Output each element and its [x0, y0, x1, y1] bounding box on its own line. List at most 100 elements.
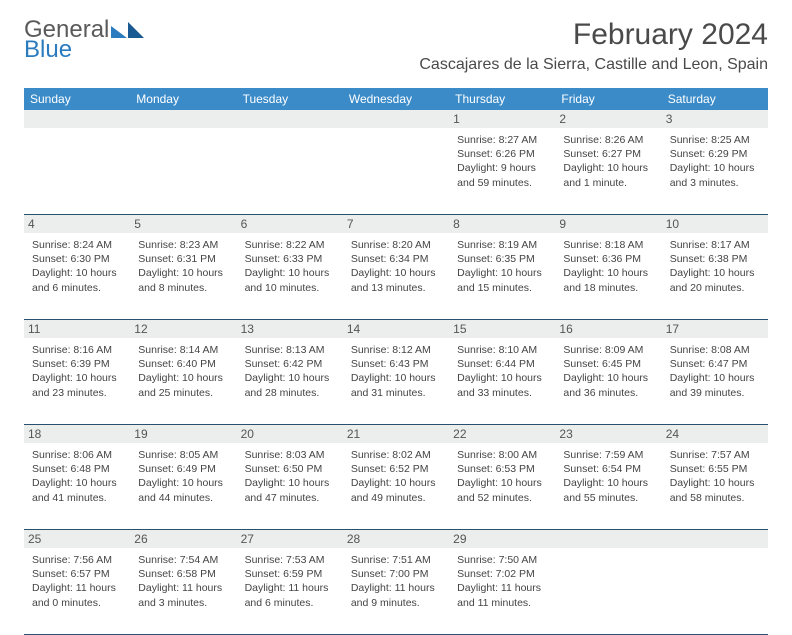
calendar-cell: Sunrise: 8:02 AMSunset: 6:52 PMDaylight:… — [343, 443, 449, 529]
daylight-text: Daylight: 10 hours and 52 minutes. — [457, 476, 547, 504]
calendar-cell: Sunrise: 7:57 AMSunset: 6:55 PMDaylight:… — [662, 443, 768, 529]
cell-details: Sunrise: 8:10 AMSunset: 6:44 PMDaylight:… — [453, 341, 551, 400]
sunset-text: Sunset: 6:45 PM — [563, 357, 653, 371]
sunset-text: Sunset: 6:50 PM — [245, 462, 335, 476]
calendar-cell: Sunrise: 7:51 AMSunset: 7:00 PMDaylight:… — [343, 548, 449, 634]
sunset-text: Sunset: 6:27 PM — [563, 147, 653, 161]
sunset-text: Sunset: 6:33 PM — [245, 252, 335, 266]
sunrise-text: Sunrise: 8:05 AM — [138, 448, 228, 462]
week-row: Sunrise: 7:56 AMSunset: 6:57 PMDaylight:… — [24, 548, 768, 635]
sunrise-text: Sunrise: 7:54 AM — [138, 553, 228, 567]
sunset-text: Sunset: 6:52 PM — [351, 462, 441, 476]
sunrise-text: Sunrise: 8:10 AM — [457, 343, 547, 357]
brand-logo: General Blue — [24, 18, 145, 62]
cell-details: Sunrise: 8:06 AMSunset: 6:48 PMDaylight:… — [28, 446, 126, 505]
sunset-text: Sunset: 6:39 PM — [32, 357, 122, 371]
daylight-text: Daylight: 10 hours and 25 minutes. — [138, 371, 228, 399]
day-number: 4 — [24, 215, 130, 233]
daylight-text: Daylight: 10 hours and 20 minutes. — [670, 266, 760, 294]
day-number: 6 — [237, 215, 343, 233]
calendar-cell: Sunrise: 8:06 AMSunset: 6:48 PMDaylight:… — [24, 443, 130, 529]
day-number: 26 — [130, 530, 236, 548]
sunrise-text: Sunrise: 8:22 AM — [245, 238, 335, 252]
brand-mark-icon — [111, 18, 145, 44]
day-number: 18 — [24, 425, 130, 443]
cell-details: Sunrise: 8:05 AMSunset: 6:49 PMDaylight:… — [134, 446, 232, 505]
day-number: 25 — [24, 530, 130, 548]
daylight-text: Daylight: 10 hours and 33 minutes. — [457, 371, 547, 399]
sunrise-text: Sunrise: 8:16 AM — [32, 343, 122, 357]
calendar-cell — [662, 548, 768, 634]
day-headers: Sunday Monday Tuesday Wednesday Thursday… — [24, 88, 768, 110]
calendar-cell: Sunrise: 8:00 AMSunset: 6:53 PMDaylight:… — [449, 443, 555, 529]
week-daynum-row: 18192021222324 — [24, 425, 768, 443]
daylight-text: Daylight: 11 hours and 11 minutes. — [457, 581, 547, 609]
day-header: Thursday — [449, 88, 555, 110]
cell-details: Sunrise: 8:03 AMSunset: 6:50 PMDaylight:… — [241, 446, 339, 505]
calendar-cell — [24, 128, 130, 214]
cell-details: Sunrise: 7:53 AMSunset: 6:59 PMDaylight:… — [241, 551, 339, 610]
sunset-text: Sunset: 7:00 PM — [351, 567, 441, 581]
sunset-text: Sunset: 6:43 PM — [351, 357, 441, 371]
sunrise-text: Sunrise: 7:57 AM — [670, 448, 760, 462]
day-number: 8 — [449, 215, 555, 233]
sunset-text: Sunset: 6:57 PM — [32, 567, 122, 581]
month-title: February 2024 — [419, 18, 768, 52]
sunset-text: Sunset: 6:31 PM — [138, 252, 228, 266]
day-number — [662, 530, 768, 548]
day-number — [130, 110, 236, 128]
sunrise-text: Sunrise: 8:25 AM — [670, 133, 760, 147]
daylight-text: Daylight: 10 hours and 23 minutes. — [32, 371, 122, 399]
sunset-text: Sunset: 6:26 PM — [457, 147, 547, 161]
day-number: 2 — [555, 110, 661, 128]
daylight-text: Daylight: 11 hours and 9 minutes. — [351, 581, 441, 609]
day-number: 10 — [662, 215, 768, 233]
sunrise-text: Sunrise: 8:17 AM — [670, 238, 760, 252]
cell-details: Sunrise: 8:23 AMSunset: 6:31 PMDaylight:… — [134, 236, 232, 295]
cell-details: Sunrise: 8:18 AMSunset: 6:36 PMDaylight:… — [559, 236, 657, 295]
day-header: Friday — [555, 88, 661, 110]
daylight-text: Daylight: 11 hours and 3 minutes. — [138, 581, 228, 609]
calendar-cell: Sunrise: 7:56 AMSunset: 6:57 PMDaylight:… — [24, 548, 130, 634]
calendar-cell: Sunrise: 8:20 AMSunset: 6:34 PMDaylight:… — [343, 233, 449, 319]
cell-details: Sunrise: 8:12 AMSunset: 6:43 PMDaylight:… — [347, 341, 445, 400]
cell-details: Sunrise: 8:26 AMSunset: 6:27 PMDaylight:… — [559, 131, 657, 190]
sunset-text: Sunset: 6:30 PM — [32, 252, 122, 266]
week-daynum-row: 45678910 — [24, 215, 768, 233]
sunset-text: Sunset: 6:38 PM — [670, 252, 760, 266]
calendar-cell: Sunrise: 8:03 AMSunset: 6:50 PMDaylight:… — [237, 443, 343, 529]
week-daynum-row: 11121314151617 — [24, 320, 768, 338]
day-number: 28 — [343, 530, 449, 548]
calendar-cell: Sunrise: 8:05 AMSunset: 6:49 PMDaylight:… — [130, 443, 236, 529]
daylight-text: Daylight: 10 hours and 44 minutes. — [138, 476, 228, 504]
day-number: 15 — [449, 320, 555, 338]
cell-details: Sunrise: 7:54 AMSunset: 6:58 PMDaylight:… — [134, 551, 232, 610]
cell-details: Sunrise: 8:25 AMSunset: 6:29 PMDaylight:… — [666, 131, 764, 190]
title-block: February 2024 Cascajares de la Sierra, C… — [419, 18, 768, 74]
sunrise-text: Sunrise: 8:18 AM — [563, 238, 653, 252]
sunset-text: Sunset: 6:59 PM — [245, 567, 335, 581]
calendar-cell: Sunrise: 8:23 AMSunset: 6:31 PMDaylight:… — [130, 233, 236, 319]
sunrise-text: Sunrise: 8:24 AM — [32, 238, 122, 252]
cell-details: Sunrise: 8:13 AMSunset: 6:42 PMDaylight:… — [241, 341, 339, 400]
daylight-text: Daylight: 10 hours and 47 minutes. — [245, 476, 335, 504]
daylight-text: Daylight: 11 hours and 0 minutes. — [32, 581, 122, 609]
sunset-text: Sunset: 6:49 PM — [138, 462, 228, 476]
calendar-cell: Sunrise: 8:19 AMSunset: 6:35 PMDaylight:… — [449, 233, 555, 319]
daylight-text: Daylight: 10 hours and 13 minutes. — [351, 266, 441, 294]
calendar-cell: Sunrise: 8:12 AMSunset: 6:43 PMDaylight:… — [343, 338, 449, 424]
day-number: 17 — [662, 320, 768, 338]
week-daynum-row: 2526272829 — [24, 530, 768, 548]
day-number: 22 — [449, 425, 555, 443]
sunset-text: Sunset: 6:40 PM — [138, 357, 228, 371]
calendar-cell: Sunrise: 8:26 AMSunset: 6:27 PMDaylight:… — [555, 128, 661, 214]
sunrise-text: Sunrise: 8:26 AM — [563, 133, 653, 147]
day-number: 13 — [237, 320, 343, 338]
week-row: Sunrise: 8:16 AMSunset: 6:39 PMDaylight:… — [24, 338, 768, 425]
sunrise-text: Sunrise: 8:27 AM — [457, 133, 547, 147]
day-number: 12 — [130, 320, 236, 338]
sunrise-text: Sunrise: 8:08 AM — [670, 343, 760, 357]
calendar-cell: Sunrise: 8:16 AMSunset: 6:39 PMDaylight:… — [24, 338, 130, 424]
daylight-text: Daylight: 10 hours and 8 minutes. — [138, 266, 228, 294]
daylight-text: Daylight: 10 hours and 28 minutes. — [245, 371, 335, 399]
